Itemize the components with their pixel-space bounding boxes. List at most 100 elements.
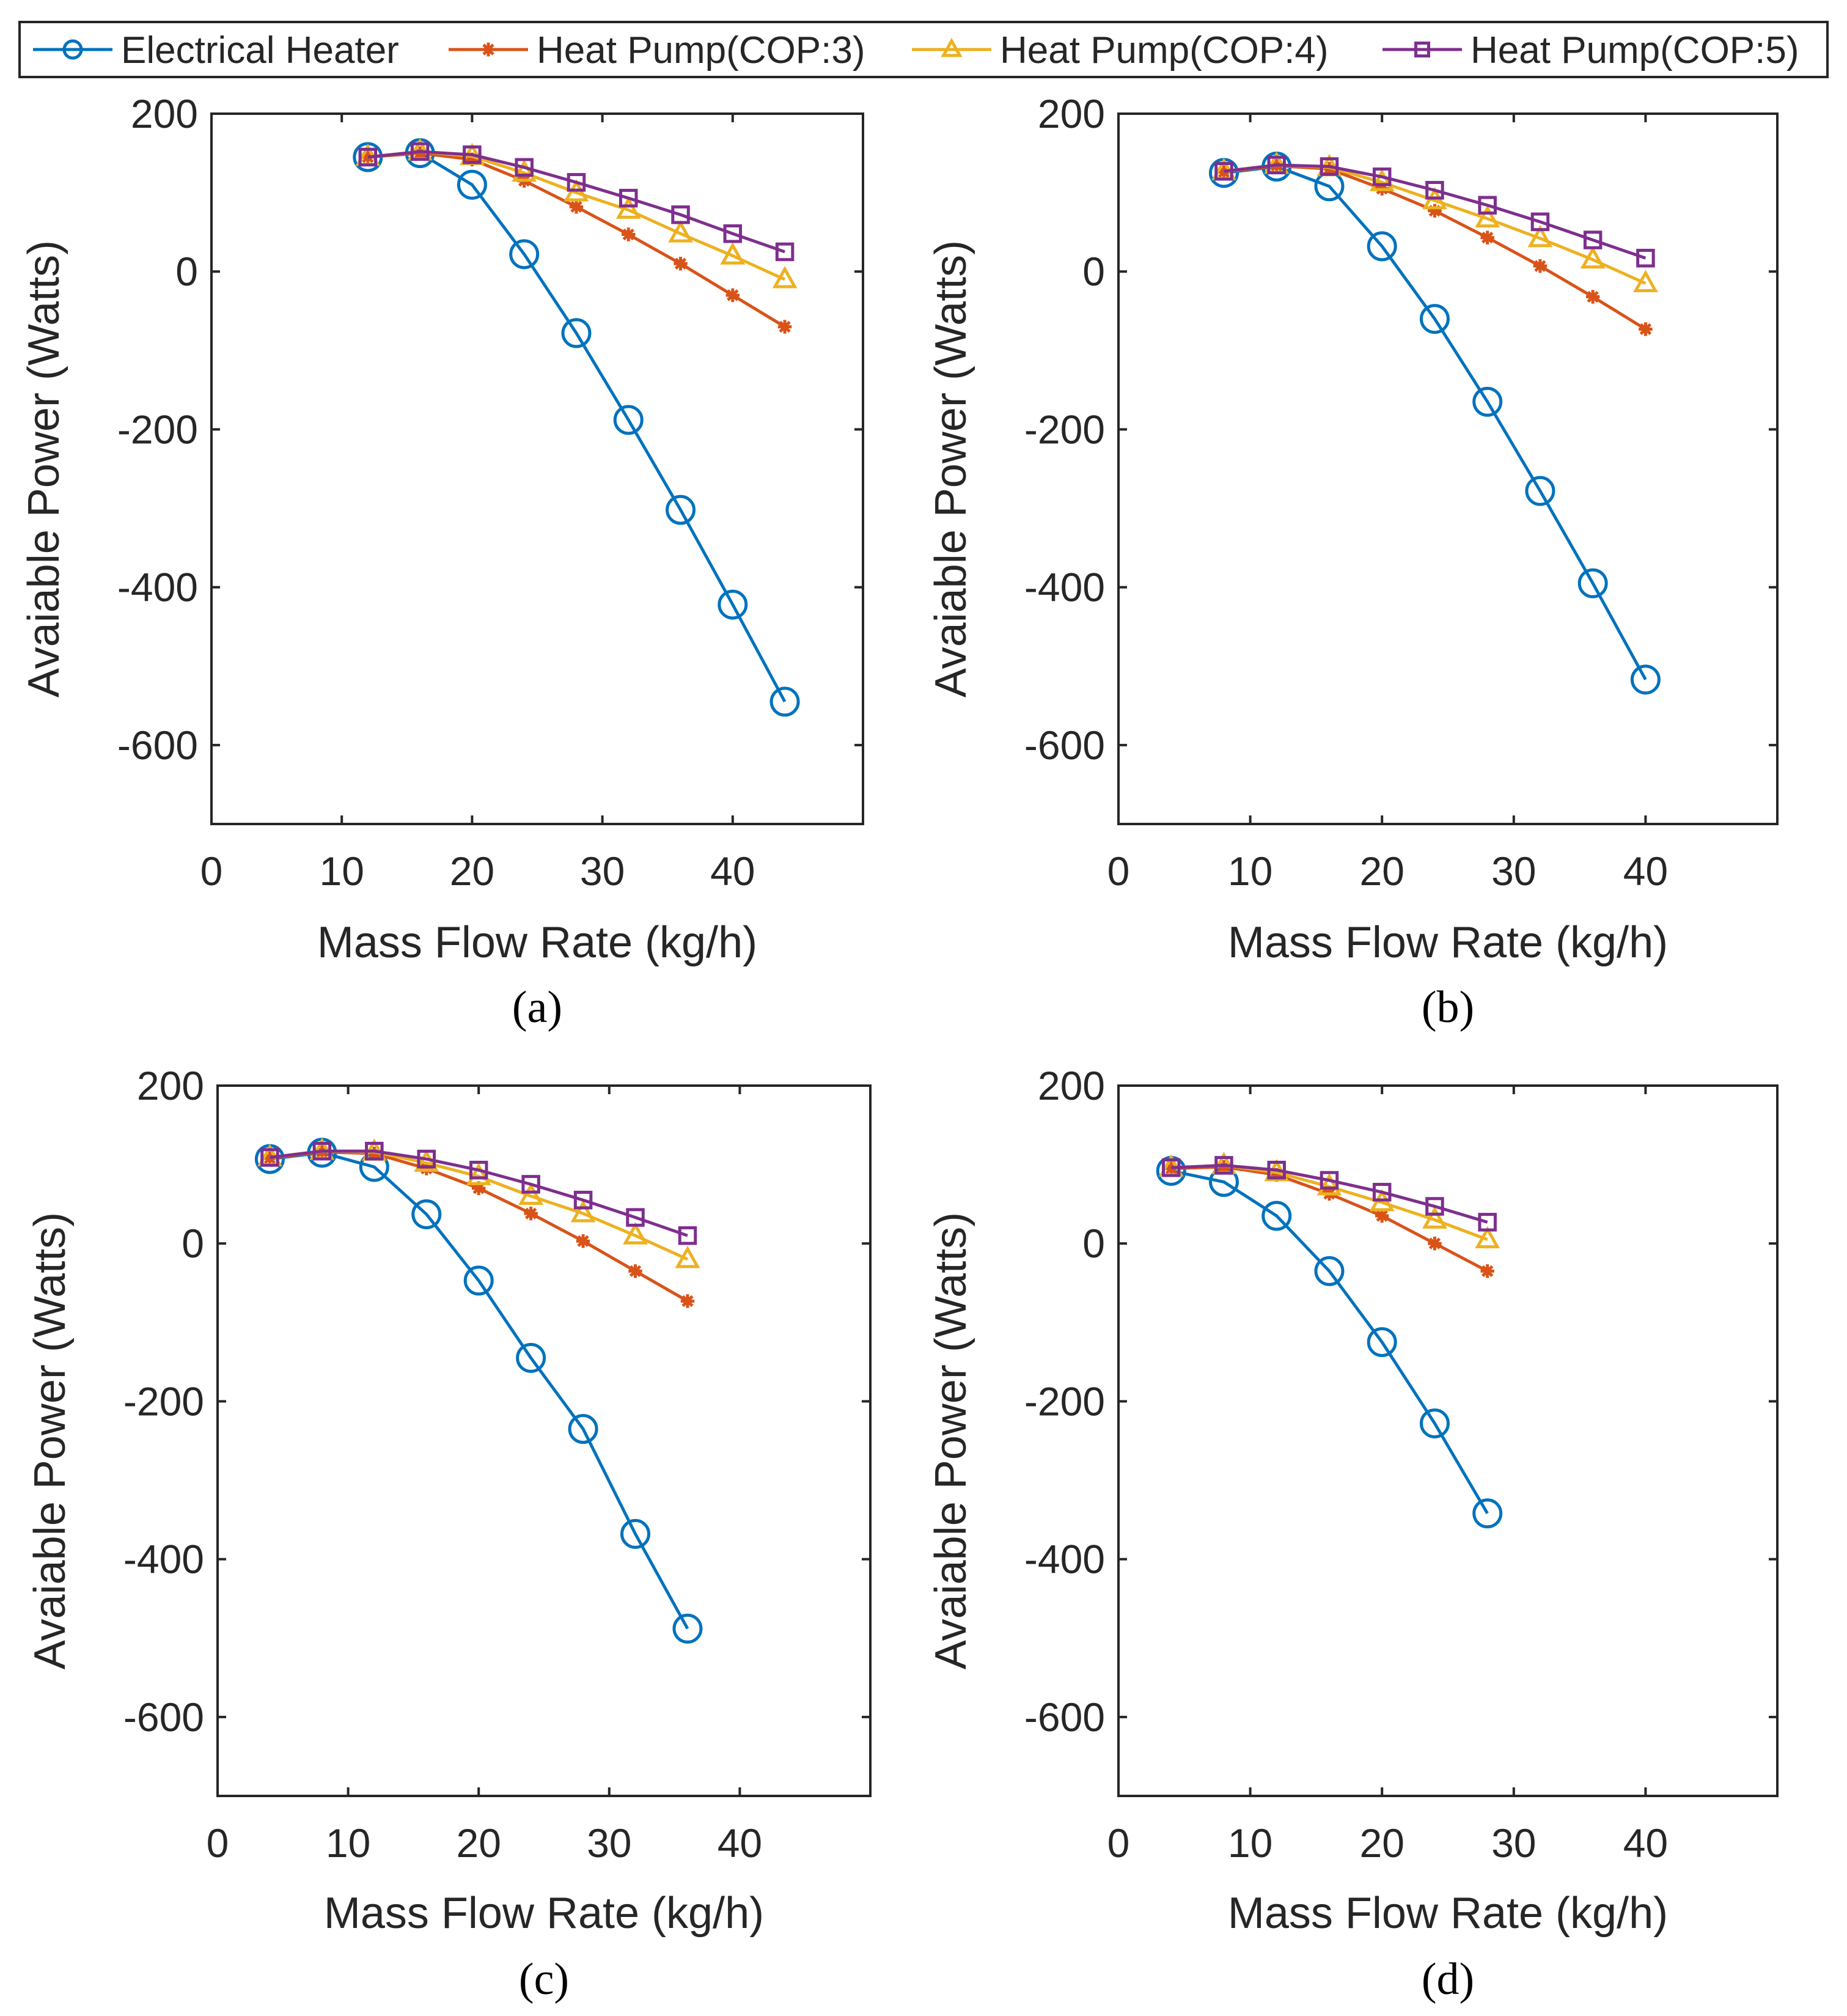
- data-point: [465, 152, 479, 167]
- data-point: [623, 1222, 648, 1245]
- y-tick-label: 200: [1038, 1063, 1105, 1108]
- data-point: [367, 1146, 381, 1161]
- legend-entry-electrical-heater: Electrical Heater: [33, 29, 399, 72]
- data-point: [1375, 1208, 1389, 1223]
- data-point: [769, 686, 800, 717]
- data-point: [417, 1149, 436, 1169]
- legend-entry-heat-pump-cop-3: Heat Pump(COP:3): [449, 29, 865, 72]
- data-point: [411, 1199, 442, 1229]
- legend-entry-heat-pump-cop-5: Heat Pump(COP:5): [1382, 29, 1799, 72]
- data-point: [466, 1163, 491, 1185]
- data-point: [569, 200, 584, 214]
- data-point: [674, 257, 688, 271]
- series-heat-pump-cop-5: [1214, 155, 1655, 268]
- data-point: [718, 589, 748, 620]
- x-tick-label: 40: [710, 848, 755, 894]
- data-point: [1428, 204, 1442, 218]
- data-point: [509, 239, 540, 270]
- data-point: [469, 1160, 488, 1180]
- data-point: [672, 1613, 703, 1644]
- data-point: [1636, 249, 1655, 268]
- series-heat-pump-cop-5: [260, 1141, 697, 1245]
- data-point: [1478, 196, 1497, 215]
- data-point: [1267, 1160, 1286, 1180]
- data-point: [772, 266, 798, 289]
- data-point: [678, 1226, 697, 1245]
- y-tick-label: 200: [131, 91, 198, 136]
- data-point: [1478, 1213, 1497, 1232]
- data-point: [457, 169, 487, 200]
- x-tick-label: 0: [1107, 848, 1130, 894]
- data-point: [1525, 476, 1555, 506]
- data-point: [1419, 304, 1450, 334]
- legend-marker-triangle: [941, 37, 963, 57]
- series-line: [270, 1151, 689, 1630]
- y-tick-label: 0: [175, 249, 198, 294]
- panel-caption: (c): [519, 1954, 569, 2004]
- legend: Electrical Heater Heat Pump(COP:3) Heat Pu…: [18, 21, 1829, 78]
- data-point: [1367, 231, 1397, 262]
- data-point: [1585, 290, 1600, 304]
- series-line: [1171, 1163, 1488, 1224]
- data-point: [620, 1518, 651, 1549]
- data-point: [515, 158, 534, 177]
- data-point: [1428, 1237, 1442, 1251]
- data-point: [521, 1175, 540, 1194]
- chart-panel-d: 0 10 20 30 40 200 0 -200 -400 -600 Mass Flow Rate …: [927, 1063, 1779, 2004]
- x-tick-label: 0: [1107, 1820, 1130, 1866]
- legend-label: Heat Pump(COP:3): [537, 29, 865, 72]
- data-point: [561, 318, 592, 348]
- data-point: [570, 1200, 596, 1223]
- legend-label: Heat Pump(COP:5): [1471, 29, 1799, 72]
- y-tick-label: 200: [1038, 91, 1105, 136]
- x-tick-label: 40: [718, 1820, 762, 1866]
- series-heat-pump-cop-5: [358, 142, 795, 262]
- chart-panel-a: 0 10 20 30 40 200 0 -200 -400 -600 Mass Flow Rate …: [20, 91, 864, 1032]
- data-point: [666, 495, 696, 525]
- plot-area: [216, 1084, 872, 1797]
- data-point: [1261, 1201, 1292, 1231]
- data-point: [1320, 1171, 1339, 1190]
- data-point: [263, 1151, 277, 1165]
- y-tick-label: -400: [1024, 565, 1105, 610]
- data-point: [573, 1190, 593, 1210]
- x-tick-label: 30: [1491, 1820, 1536, 1866]
- data-point: [512, 159, 537, 182]
- data-point: [1475, 1226, 1500, 1249]
- data-point: [723, 224, 743, 243]
- data-point: [1583, 230, 1603, 249]
- y-tick-label: -200: [117, 407, 198, 452]
- data-point: [628, 1264, 642, 1278]
- data-point: [1214, 162, 1233, 181]
- data-point: [671, 205, 690, 224]
- series-line: [270, 1149, 688, 1237]
- x-tick-label: 40: [1623, 1820, 1668, 1866]
- data-point: [1369, 169, 1395, 191]
- data-point: [1372, 1183, 1392, 1202]
- data-point: [1632, 270, 1658, 292]
- x-tick-label: 10: [319, 848, 364, 894]
- legend-marker-asterisk: [481, 42, 496, 57]
- data-point: [518, 1182, 544, 1205]
- data-point: [1425, 180, 1444, 200]
- chart-panel-b: 0 10 20 30 40 200 0 -200 -400 -600 Mass Flow Rate …: [927, 91, 1779, 1032]
- data-point: [1320, 157, 1339, 176]
- y-tick-label: -600: [1024, 1694, 1105, 1740]
- chart-panel-c: 0 10 20 30 40 200 0 -200 -400 -600 Mass Flow Rate …: [26, 1063, 872, 2004]
- data-point: [680, 1294, 695, 1308]
- data-point: [619, 188, 638, 208]
- y-tick-label: -600: [123, 1694, 204, 1740]
- plot-area: [1117, 112, 1779, 825]
- series-electrical-heater: [1208, 152, 1661, 695]
- data-point: [524, 1206, 538, 1221]
- panel-caption: (a): [512, 982, 562, 1032]
- data-point: [1425, 1197, 1444, 1216]
- data-point: [1419, 1408, 1450, 1439]
- x-tick-label: 0: [207, 1820, 229, 1866]
- data-point: [1533, 259, 1548, 273]
- panel-caption: (d): [1422, 1954, 1474, 2004]
- series-line: [1224, 163, 1647, 260]
- data-point: [1480, 1264, 1494, 1278]
- x-tick-label: 20: [450, 848, 494, 894]
